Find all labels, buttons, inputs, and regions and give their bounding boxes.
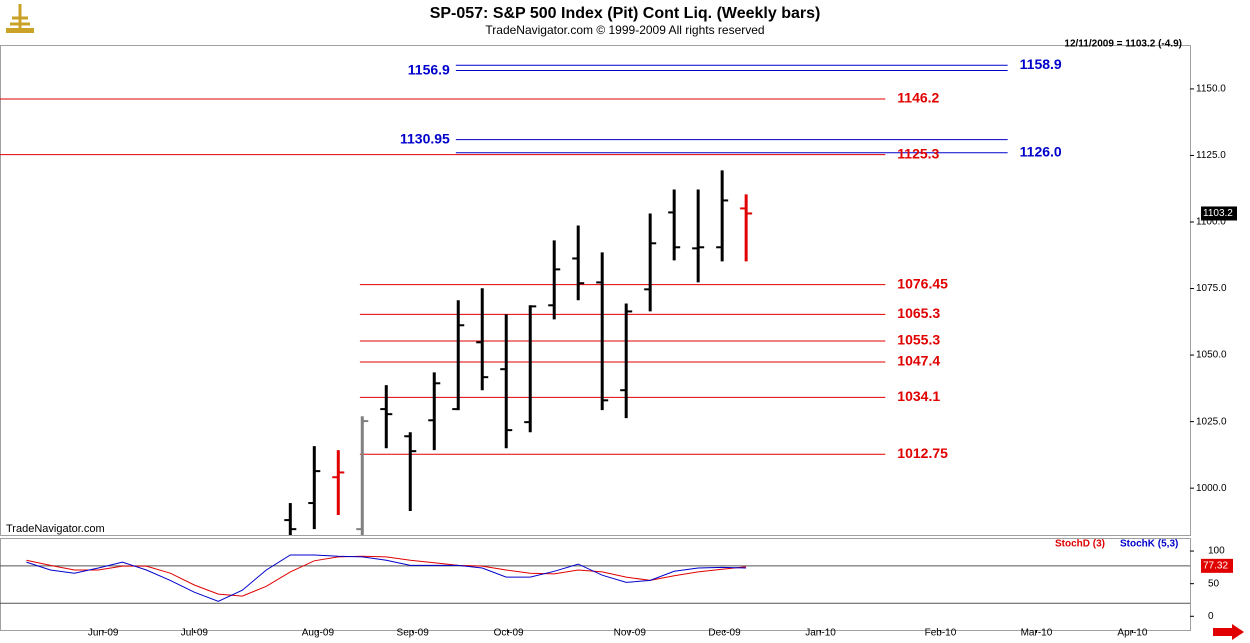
y-tick-label: 1075.0 [1196,283,1227,294]
stoch-tick-label: 100 [1208,546,1225,557]
level-label: 1125.3 [897,145,939,161]
stoch-current-label: 77.32 [1203,560,1228,571]
y-tick-label: 1025.0 [1196,416,1227,427]
y-tick-label: 1125.0 [1196,150,1226,161]
level-label: 1034.1 [897,388,940,404]
last-price-label: 1103.2 [1203,208,1233,219]
stoch-line [26,554,747,602]
y-tick-label: 1050.0 [1196,350,1227,361]
level-label: 1076.45 [897,275,948,291]
stoch-current-box [1201,558,1233,573]
level-label: 1158.9 [1020,56,1062,72]
stoch-tick-label: 50 [1208,578,1220,589]
x-tick-label: Jul-09 [181,628,209,639]
chart-subtitle: TradeNavigator.com © 1999-2009 All right… [485,23,764,37]
x-tick-label: Aug-09 [302,628,335,639]
info: 12/11/2009 = 1103.2 (-4.9) [1064,39,1182,50]
logo [6,4,34,33]
x-tick-label: Apr-10 [1117,628,1147,639]
y-tick-label: 1150.0 [1196,84,1226,95]
legend-label: StochK (5,3) [1120,539,1178,550]
chart-title: SP-057: S&P 500 Index (Pit) Cont Liq. (W… [430,5,821,22]
price-panel [0,45,1191,536]
level-label: 1047.4 [897,353,940,369]
x-tick-label: Jun-09 [88,628,119,639]
y-tick-label: 1100.0 [1196,217,1226,228]
level-label: 1146.2 [897,90,939,106]
level-label: 1126.0 [1020,143,1062,159]
watermark: TradeNavigator.com [6,523,105,535]
x-tick-label: Nov-09 [614,628,647,639]
level-label: 1130.95 [400,130,450,146]
legend-label: StochD (3) [1055,539,1105,550]
stoch-tick-label: 0 [1208,611,1214,622]
y-tick-label: 1000.0 [1196,483,1227,494]
x-tick-label: Jan-10 [805,628,836,639]
x-tick-label: Dec-09 [708,628,741,639]
x-tick-label: Sep-09 [397,628,430,639]
level-label: 1065.3 [897,305,940,321]
x-tick-label: Oct-09 [494,628,524,639]
level-label: 1055.3 [897,332,940,348]
x-tick-label: Feb-10 [925,628,957,639]
scroll-arrow[interactable] [1213,624,1244,640]
level-label: 1012.75 [897,445,948,461]
level-label: 1156.9 [408,61,450,77]
x-tick-label: Mar-10 [1021,628,1053,639]
stoch-panel [0,538,1191,631]
stoch-line [26,555,747,597]
last-price-box [1201,206,1237,221]
